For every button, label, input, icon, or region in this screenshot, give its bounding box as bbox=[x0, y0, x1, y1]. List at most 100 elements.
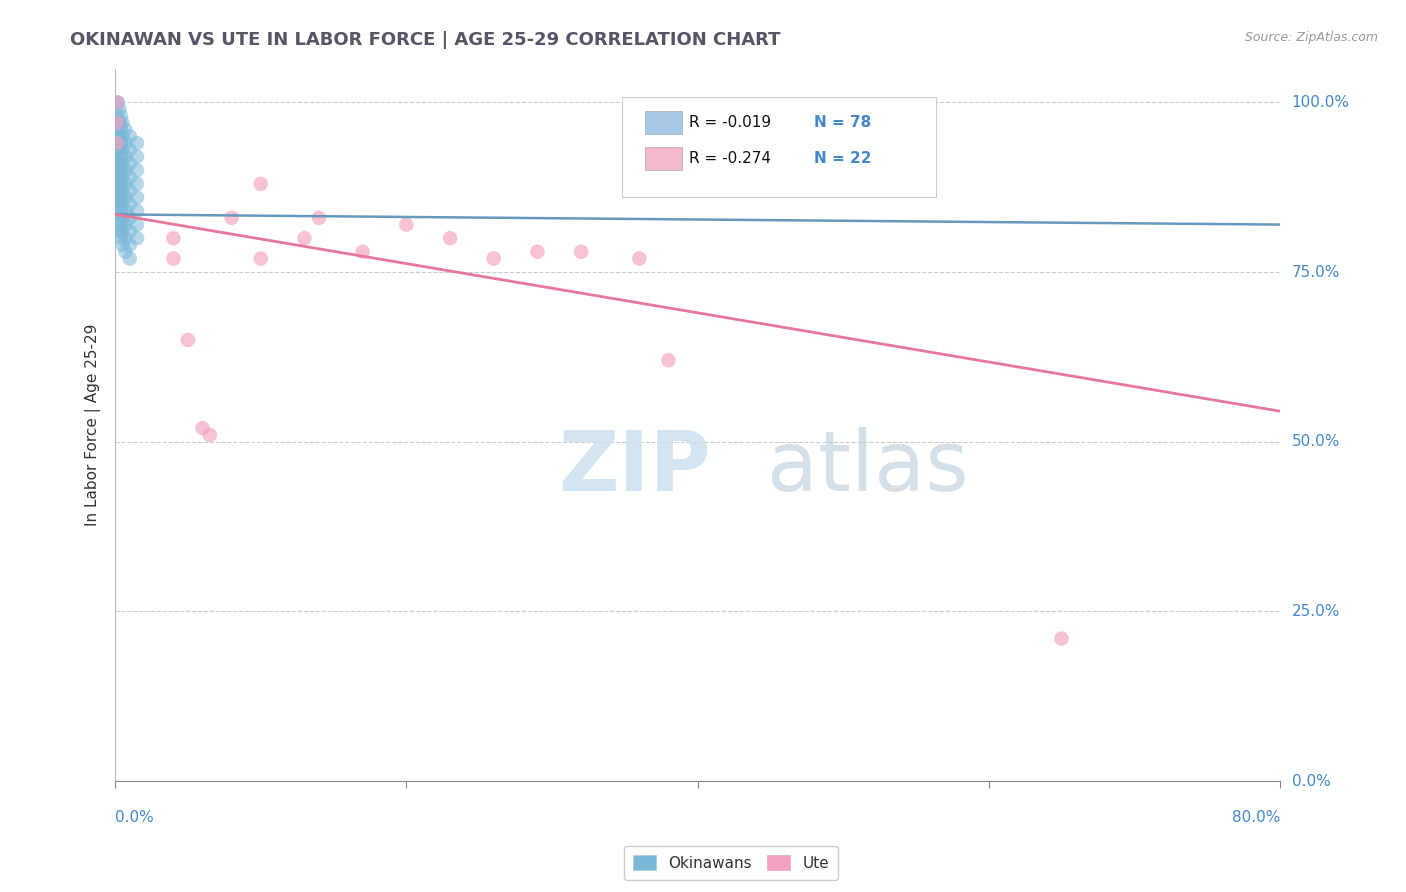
Point bbox=[198, 428, 221, 442]
Text: N = 78: N = 78 bbox=[814, 115, 872, 130]
Point bbox=[628, 252, 651, 266]
Point bbox=[118, 156, 141, 170]
Point bbox=[118, 143, 141, 157]
Point bbox=[111, 129, 134, 144]
Text: OKINAWAN VS UTE IN LABOR FORCE | AGE 25-29 CORRELATION CHART: OKINAWAN VS UTE IN LABOR FORCE | AGE 25-… bbox=[70, 31, 780, 49]
Point bbox=[110, 136, 132, 150]
Point bbox=[110, 190, 132, 204]
Point bbox=[108, 129, 131, 144]
Point bbox=[114, 122, 136, 136]
Point bbox=[308, 211, 330, 225]
Point bbox=[114, 244, 136, 259]
Point bbox=[110, 177, 132, 191]
Point bbox=[105, 136, 128, 150]
FancyBboxPatch shape bbox=[621, 97, 936, 197]
Point bbox=[114, 190, 136, 204]
Point bbox=[108, 143, 131, 157]
Point bbox=[108, 116, 131, 130]
Point bbox=[526, 244, 548, 259]
Point bbox=[439, 231, 461, 245]
Point bbox=[114, 177, 136, 191]
Point bbox=[352, 244, 374, 259]
Point bbox=[111, 197, 134, 211]
Point bbox=[191, 421, 214, 435]
Text: 100.0%: 100.0% bbox=[1292, 95, 1350, 110]
Point bbox=[114, 204, 136, 219]
Point bbox=[107, 163, 129, 178]
Point bbox=[105, 136, 128, 150]
Point bbox=[249, 252, 271, 266]
Text: R = -0.274: R = -0.274 bbox=[689, 151, 772, 166]
Point bbox=[118, 238, 141, 252]
Point bbox=[118, 129, 141, 144]
Point bbox=[118, 170, 141, 185]
Point bbox=[657, 353, 679, 368]
Point bbox=[249, 177, 271, 191]
Point bbox=[107, 177, 129, 191]
Point bbox=[110, 122, 132, 136]
Point bbox=[114, 231, 136, 245]
Point bbox=[118, 252, 141, 266]
Point bbox=[108, 211, 131, 225]
Text: 80.0%: 80.0% bbox=[1232, 810, 1279, 824]
Point bbox=[125, 204, 148, 219]
Point bbox=[108, 156, 131, 170]
Point bbox=[107, 129, 129, 144]
Text: Source: ZipAtlas.com: Source: ZipAtlas.com bbox=[1244, 31, 1378, 45]
Point bbox=[114, 218, 136, 232]
Point bbox=[107, 95, 129, 110]
Text: 0.0%: 0.0% bbox=[1292, 773, 1330, 789]
Point bbox=[110, 231, 132, 245]
Point bbox=[162, 231, 184, 245]
Point bbox=[108, 197, 131, 211]
Text: 0.0%: 0.0% bbox=[115, 810, 153, 824]
Point bbox=[110, 109, 132, 123]
Point bbox=[111, 116, 134, 130]
Point bbox=[177, 333, 200, 347]
Point bbox=[105, 156, 128, 170]
Point bbox=[110, 204, 132, 219]
Y-axis label: In Labor Force | Age 25-29: In Labor Force | Age 25-29 bbox=[86, 324, 101, 526]
FancyBboxPatch shape bbox=[645, 112, 682, 134]
Point bbox=[107, 204, 129, 219]
Point bbox=[114, 150, 136, 164]
Text: 25.0%: 25.0% bbox=[1292, 604, 1340, 619]
Point bbox=[118, 197, 141, 211]
Point bbox=[111, 156, 134, 170]
Point bbox=[108, 224, 131, 238]
Point bbox=[125, 150, 148, 164]
Point bbox=[107, 218, 129, 232]
Point bbox=[125, 218, 148, 232]
Text: R = -0.019: R = -0.019 bbox=[689, 115, 772, 130]
Point bbox=[105, 116, 128, 130]
Point bbox=[111, 170, 134, 185]
Point bbox=[107, 143, 129, 157]
Point bbox=[105, 143, 128, 157]
Point bbox=[107, 190, 129, 204]
Point bbox=[118, 224, 141, 238]
Point bbox=[105, 95, 128, 110]
Point bbox=[395, 218, 418, 232]
Point bbox=[125, 177, 148, 191]
Point bbox=[111, 238, 134, 252]
Point bbox=[110, 218, 132, 232]
Point bbox=[125, 190, 148, 204]
Point bbox=[294, 231, 316, 245]
Point bbox=[118, 211, 141, 225]
Point bbox=[125, 163, 148, 178]
Text: ZIP: ZIP bbox=[558, 427, 710, 508]
Point bbox=[111, 184, 134, 198]
Point bbox=[111, 224, 134, 238]
Point bbox=[108, 102, 131, 116]
Point bbox=[114, 136, 136, 150]
Point bbox=[1050, 632, 1073, 646]
Point bbox=[111, 211, 134, 225]
Point bbox=[105, 122, 128, 136]
Text: 75.0%: 75.0% bbox=[1292, 265, 1340, 279]
Point bbox=[125, 136, 148, 150]
Point bbox=[111, 143, 134, 157]
Point bbox=[105, 184, 128, 198]
Text: atlas: atlas bbox=[768, 427, 969, 508]
Point bbox=[125, 231, 148, 245]
Text: N = 22: N = 22 bbox=[814, 151, 872, 166]
